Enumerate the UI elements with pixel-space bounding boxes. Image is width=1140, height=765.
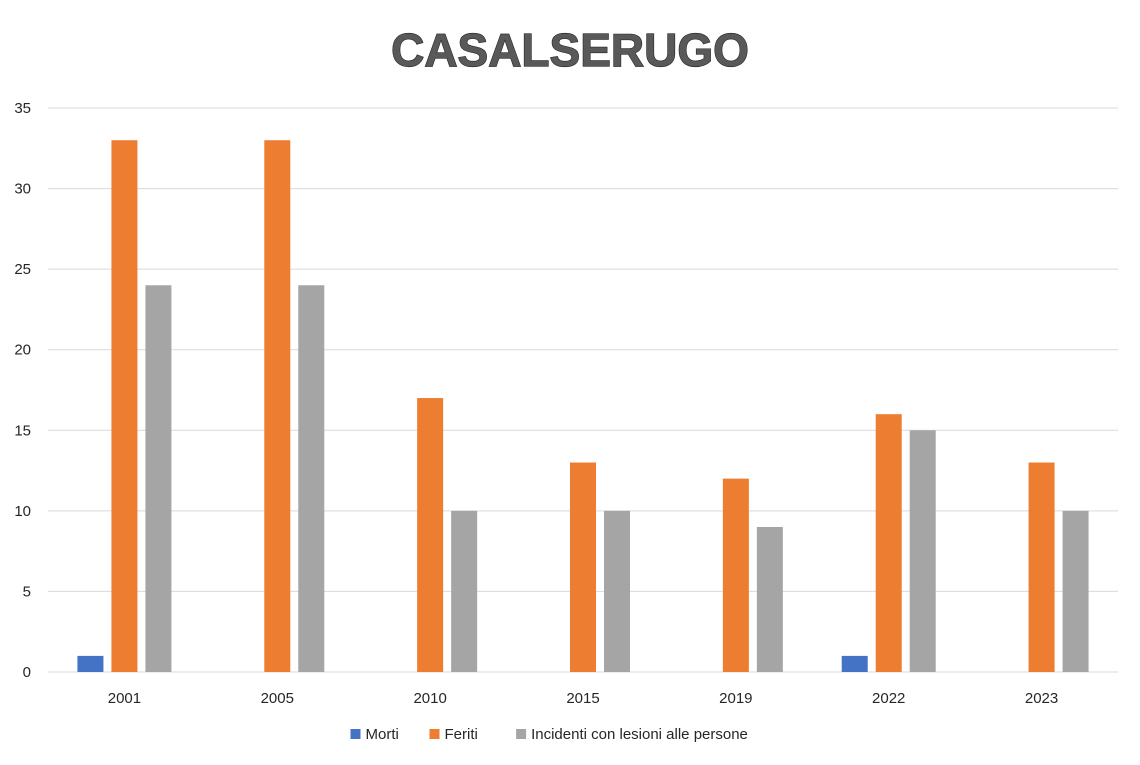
legend-label: Morti: [366, 726, 399, 743]
x-tick-label: 2010: [413, 690, 446, 707]
bar-incidenti-con-lesioni-alle-persone-2005: [298, 285, 325, 672]
y-tick-label: 25: [14, 261, 31, 278]
legend-swatch: [429, 729, 440, 739]
y-axis-ticks: 0 5 10 15 20 25 30 35: [14, 100, 31, 681]
bar-incidenti-con-lesioni-alle-persone-2023: [1062, 510, 1089, 672]
bar-feriti-2015: [570, 462, 596, 672]
bar-feriti-2005: [264, 140, 291, 672]
bars: [77, 140, 1089, 672]
bar-feriti-2022: [875, 414, 902, 672]
legend-item-incidenti-con-lesioni-alle-persone: Incidenti con lesioni alle persone: [516, 726, 748, 743]
bar-morti-2001: [77, 655, 104, 672]
x-tick-label: 2019: [719, 690, 752, 707]
bar-incidenti-con-lesioni-alle-persone-2010: [451, 510, 478, 672]
y-tick-label: 30: [14, 181, 31, 198]
y-tick-label: 35: [14, 100, 31, 117]
bar-incidenti-con-lesioni-alle-persone-2015: [604, 510, 630, 672]
bar-feriti-2019: [722, 478, 749, 672]
y-tick-label: 20: [14, 342, 31, 359]
legend: Morti Feriti Incidenti con lesioni alle pe…: [350, 726, 748, 743]
x-axis-ticks: 2001 2005 2010 2015 2019 2022 2023: [108, 690, 1059, 707]
x-tick-label: 2022: [872, 690, 905, 707]
bar-feriti-2010: [417, 398, 444, 672]
legend-label: Feriti: [445, 726, 478, 743]
bar-incidenti-con-lesioni-alle-persone-2001: [145, 285, 172, 672]
bar-incidenti-con-lesioni-alle-persone-2022: [909, 430, 936, 672]
y-tick-label: 5: [23, 583, 31, 600]
x-tick-label: 2015: [566, 690, 599, 707]
y-tick-label: 0: [23, 664, 31, 681]
legend-label: Incidenti con lesioni alle persone: [531, 726, 748, 743]
bar-morti-2022: [841, 655, 868, 672]
y-tick-label: 10: [14, 503, 31, 520]
bar-feriti-2001: [111, 140, 138, 672]
bar-incidenti-con-lesioni-alle-persone-2019: [756, 526, 783, 672]
x-tick-label: 2001: [108, 690, 141, 707]
chart-title: CASALSERUGO: [391, 24, 749, 76]
legend-item-morti: Morti: [350, 726, 399, 743]
bar-feriti-2023: [1028, 462, 1055, 672]
x-tick-label: 2023: [1025, 690, 1058, 707]
x-tick-label: 2005: [261, 690, 294, 707]
legend-item-feriti: Feriti: [429, 726, 478, 743]
legend-swatch: [516, 729, 527, 739]
y-tick-label: 15: [14, 422, 31, 439]
legend-swatch: [350, 729, 361, 739]
